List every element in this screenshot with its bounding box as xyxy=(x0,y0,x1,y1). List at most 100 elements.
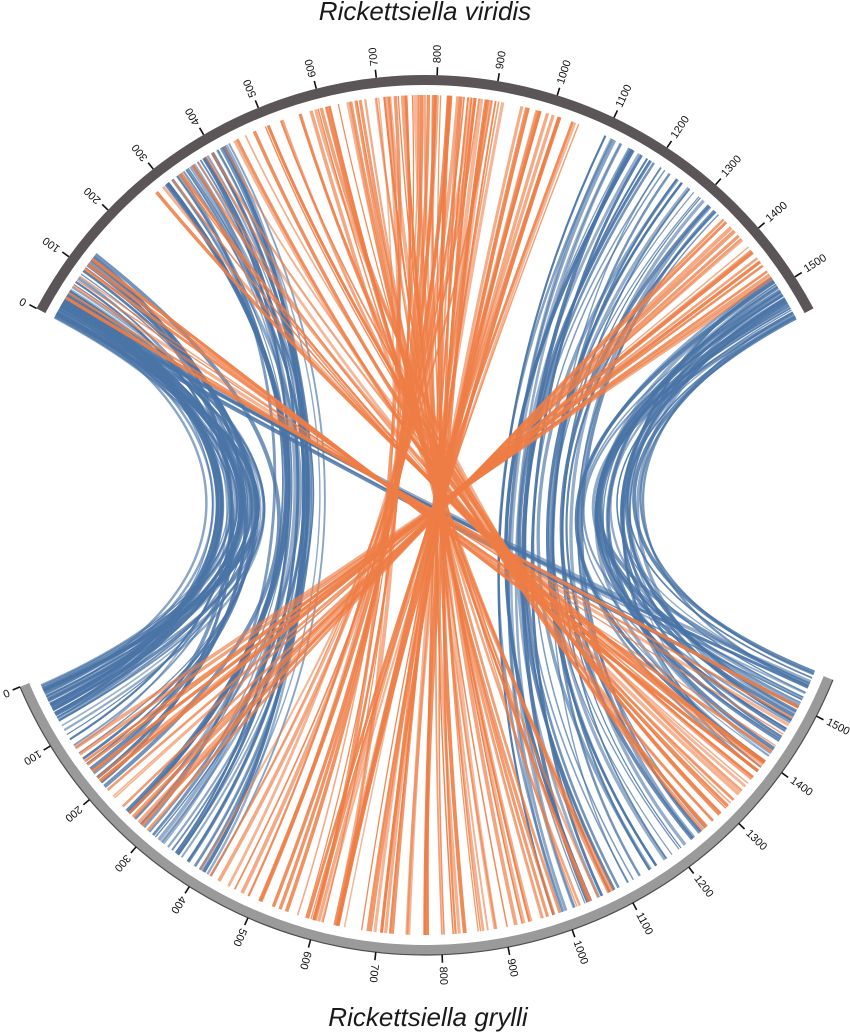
forward-synteny-link xyxy=(550,186,690,861)
bottom-tick-mark xyxy=(738,822,746,830)
top-genome-title: Rickettsiella viridis xyxy=(319,0,531,26)
top-tick-mark xyxy=(101,203,109,211)
bottom-tick-mark xyxy=(184,886,191,894)
top-tick-mark xyxy=(29,303,37,310)
top-tick-mark xyxy=(497,73,501,82)
top-tick-label: 1200 xyxy=(669,114,692,141)
top-tick-label: 1000 xyxy=(555,59,574,86)
top-tick-mark xyxy=(613,110,619,118)
forward-synteny-link xyxy=(632,316,816,675)
bottom-tick-mark xyxy=(307,939,312,948)
top-tick-label: 100 xyxy=(41,234,63,254)
inverted-synteny-link xyxy=(209,98,480,877)
bottom-genome-arc xyxy=(19,676,833,955)
top-tick-label: 200 xyxy=(82,185,104,206)
forward-synteny-link xyxy=(559,204,711,841)
bottom-tick-label: 200 xyxy=(62,803,84,824)
bottom-tick-label: 1400 xyxy=(788,775,815,799)
top-tick-mark xyxy=(666,140,673,149)
top-tick-label: 900 xyxy=(494,50,509,70)
bottom-tick-label: 1000 xyxy=(571,939,590,966)
inverted-synteny-link xyxy=(64,296,800,709)
forward-synteny-link xyxy=(75,276,228,749)
bottom-tick-label: 900 xyxy=(505,958,520,978)
bottom-arc-outer-edge xyxy=(19,679,834,956)
top-tick-label: 500 xyxy=(241,77,259,99)
bottom-tick-label: 500 xyxy=(230,926,248,948)
bottom-tick-label: 100 xyxy=(22,747,44,767)
forward-synteny-link xyxy=(532,169,666,881)
bottom-genome-title: Rickettsiella grylli xyxy=(328,1002,529,1032)
synteny-links xyxy=(40,94,816,936)
inverted-synteny-link xyxy=(196,161,749,784)
forward-synteny-link xyxy=(548,181,683,867)
forward-synteny-link xyxy=(53,297,214,712)
bottom-tick-mark xyxy=(571,929,576,938)
bottom-tick-mark xyxy=(130,846,137,854)
forward-synteny-link xyxy=(40,317,229,686)
forward-synteny-link xyxy=(44,310,208,696)
bottom-tick-label: 600 xyxy=(297,950,313,971)
bottom-tick-label: 1200 xyxy=(691,873,715,900)
top-tick-label: 800 xyxy=(431,45,444,64)
top-tick-mark xyxy=(198,127,205,136)
top-tick-label: 1300 xyxy=(719,153,744,179)
top-tick-label: 700 xyxy=(367,47,381,67)
bottom-tick-mark xyxy=(82,799,90,806)
bottom-tick-label: 1100 xyxy=(633,910,655,937)
forward-synteny-link xyxy=(569,199,705,846)
inverted-synteny-link xyxy=(240,96,460,894)
forward-synteny-link xyxy=(507,139,617,912)
forward-synteny-link xyxy=(174,157,291,854)
forward-synteny-link xyxy=(582,297,791,724)
inverted-synteny-link xyxy=(355,100,578,907)
forward-synteny-link xyxy=(504,149,635,902)
bottom-tick-label: 1500 xyxy=(824,716,850,738)
bottom-tick-label: 0 xyxy=(1,686,11,699)
bottom-tick-label: 1300 xyxy=(743,827,769,853)
forward-synteny-link xyxy=(497,138,614,913)
bottom-tick-mark xyxy=(781,772,789,779)
top-tick-label: 1100 xyxy=(614,83,635,110)
forward-synteny-link xyxy=(616,312,810,685)
top-tick-label: 400 xyxy=(183,106,203,128)
top-tick-mark xyxy=(794,271,803,278)
forward-synteny-link xyxy=(547,191,695,856)
inverted-synteny-link xyxy=(233,96,465,890)
inverted-synteny-link xyxy=(91,257,759,773)
top-tick-label: 0 xyxy=(18,295,29,308)
forward-synteny-link xyxy=(134,178,287,820)
forward-synteny-link xyxy=(61,301,812,684)
top-tick-label: 300 xyxy=(130,141,151,163)
bottom-tick-mark xyxy=(688,866,695,874)
forward-synteny-link xyxy=(596,311,811,686)
inverted-synteny-link xyxy=(314,109,708,829)
forward-synteny-link xyxy=(580,290,782,740)
bottom-tick-mark xyxy=(243,917,249,926)
top-tick-mark xyxy=(556,87,561,96)
bottom-tick-mark xyxy=(12,686,21,691)
top-tick-mark xyxy=(757,222,766,229)
forward-synteny-link xyxy=(521,159,651,891)
top-tick-mark xyxy=(254,100,260,109)
bottom-tick-mark xyxy=(632,902,638,911)
forward-synteny-link xyxy=(210,143,326,877)
inverted-synteny-link xyxy=(199,100,494,871)
bottom-tick-mark xyxy=(507,946,511,956)
forward-synteny-link xyxy=(536,178,679,871)
inverted-synteny-link xyxy=(76,279,784,735)
forward-synteny-link xyxy=(202,145,306,873)
forward-synteny-link xyxy=(41,316,233,687)
top-tick-label: 1500 xyxy=(802,252,829,275)
forward-synteny-link xyxy=(576,283,777,757)
bottom-tick-mark xyxy=(374,952,377,961)
forward-synteny-link xyxy=(78,273,259,754)
forward-synteny-link xyxy=(626,314,813,679)
top-tick-mark xyxy=(714,178,722,186)
forward-synteny-link xyxy=(552,196,700,850)
top-tick-mark xyxy=(147,162,154,170)
bottom-tick-label: 400 xyxy=(168,894,188,916)
top-tick-mark xyxy=(374,69,378,78)
top-tick-mark xyxy=(313,80,318,89)
